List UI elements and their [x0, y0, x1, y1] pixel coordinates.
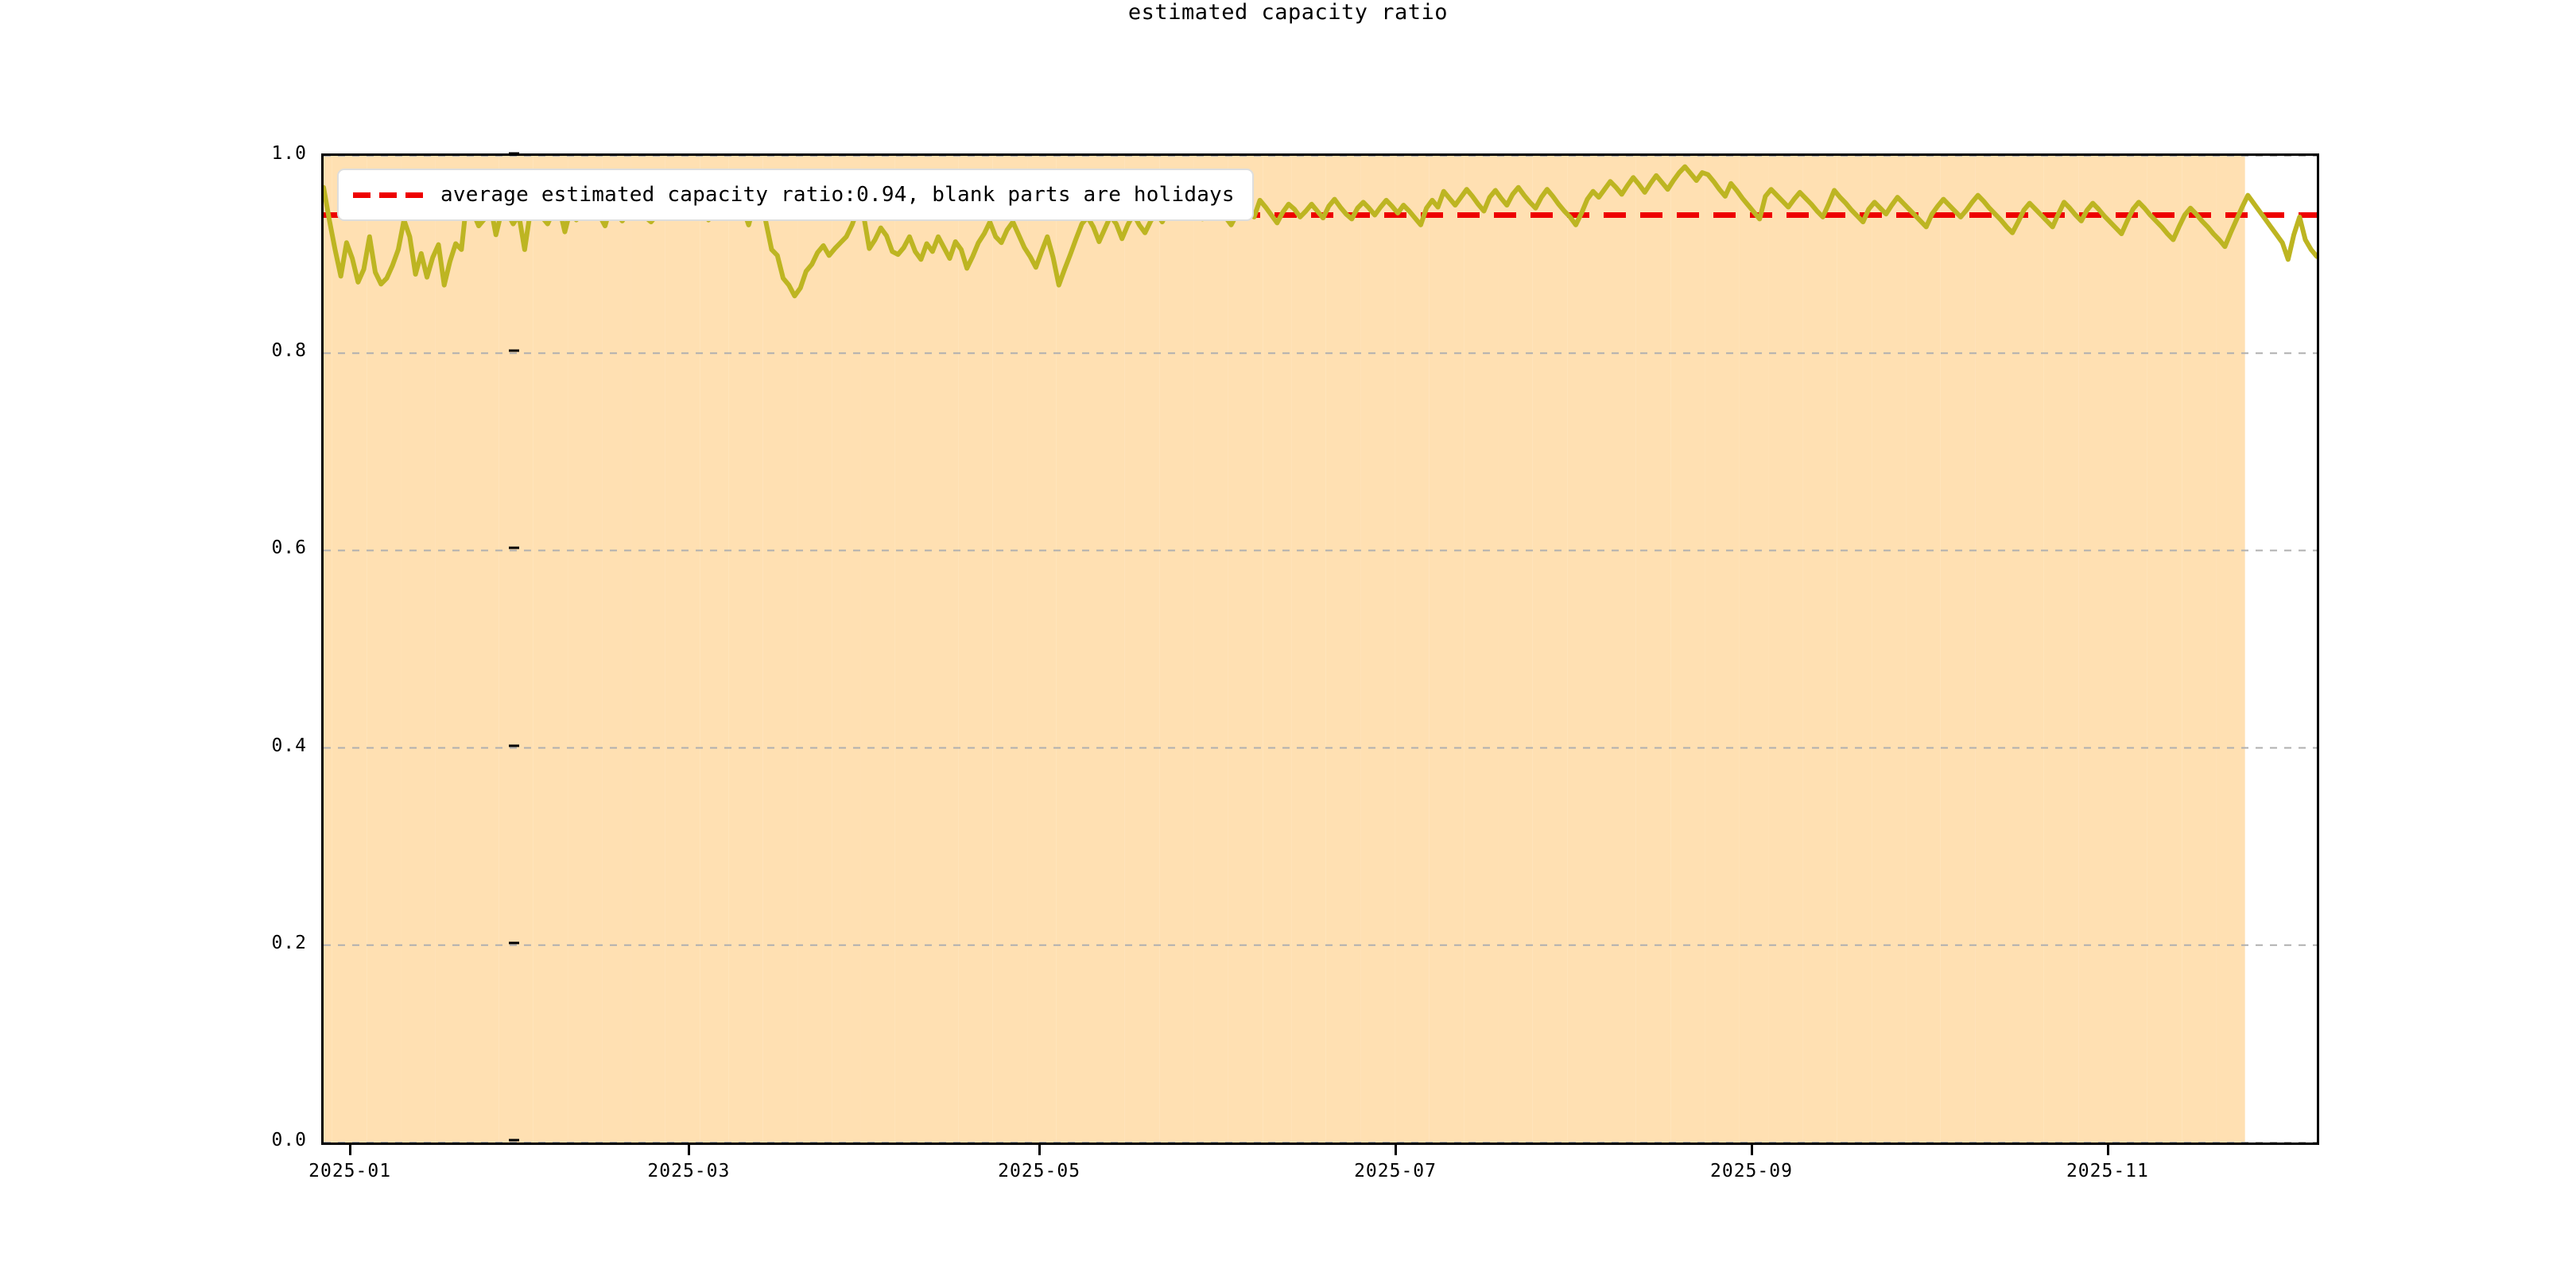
working-day-band	[1498, 156, 1533, 1143]
y-axis-tick-label: 0.8	[271, 340, 307, 362]
y-axis-tick-mark	[509, 1139, 519, 1142]
working-day-band	[1263, 156, 1292, 1143]
working-day-band	[464, 156, 499, 1143]
working-day-band	[797, 156, 832, 1143]
plot-area	[321, 153, 2319, 1145]
working-day-band	[1802, 156, 1837, 1143]
holiday-bands-group	[324, 156, 2245, 1143]
working-day-band	[860, 156, 895, 1143]
working-day-band	[324, 156, 332, 1143]
y-axis-tick-labels: 0.0 0.2 0.4 0.6 0.8 1.0	[199, 0, 519, 1288]
working-day-band	[602, 156, 631, 1143]
x-axis-tick-mark	[1750, 1145, 1753, 1155]
legend-label: average estimated capacity ratio:0.94, b…	[440, 183, 1235, 207]
y-axis-tick-label: 0.6	[271, 537, 307, 559]
working-day-band	[367, 156, 402, 1143]
working-day-band	[700, 156, 729, 1143]
working-day-band	[1837, 156, 1872, 1143]
working-day-band	[1635, 156, 1671, 1143]
working-day-band	[1360, 156, 1395, 1143]
x-axis-tick-mark	[1395, 1145, 1398, 1155]
y-axis-tick-label: 1.0	[271, 143, 307, 164]
working-day-band	[568, 156, 603, 1143]
x-axis-tick-label: 2025-03	[647, 1161, 731, 1181]
legend: average estimated capacity ratio:0.94, b…	[337, 169, 1254, 221]
y-axis-tick-mark	[509, 349, 519, 352]
working-day-band	[1159, 156, 1194, 1143]
working-day-band	[2078, 156, 2113, 1143]
x-axis-tick-mark	[1038, 1145, 1042, 1155]
working-day-band	[762, 156, 798, 1143]
working-day-band	[1768, 156, 1803, 1143]
working-day-band	[1464, 156, 1499, 1143]
legend-dashed-line-icon	[353, 192, 423, 198]
working-day-band	[2147, 156, 2182, 1143]
working-day-band	[992, 156, 1028, 1143]
plot-svg	[324, 156, 2317, 1143]
working-day-band	[1906, 156, 1941, 1143]
y-axis-tick-mark	[509, 941, 519, 945]
y-axis-tick-mark	[509, 744, 519, 747]
working-day-band	[1940, 156, 1976, 1143]
working-day-band	[499, 156, 533, 1143]
working-day-band	[1532, 156, 1568, 1143]
working-day-band	[958, 156, 993, 1143]
x-axis-tick-label: 2025-09	[1710, 1161, 1793, 1181]
working-day-band	[2182, 156, 2217, 1143]
working-day-band	[665, 156, 700, 1143]
x-axis-tick-mark	[349, 1145, 352, 1155]
working-day-band	[1567, 156, 1602, 1143]
working-day-band	[1395, 156, 1430, 1143]
working-day-band	[435, 156, 465, 1143]
working-day-band	[923, 156, 959, 1143]
y-axis-tick-mark	[509, 546, 519, 549]
working-day-band	[2112, 156, 2147, 1143]
working-day-band	[1124, 156, 1160, 1143]
working-day-band	[1872, 156, 1907, 1143]
working-day-band	[1193, 156, 1228, 1143]
working-day-band	[2043, 156, 2079, 1143]
page-title: estimated capacity ratio	[1127, 0, 1449, 25]
y-axis-tick-label: 0.4	[271, 735, 307, 756]
working-day-band	[1056, 156, 1091, 1143]
working-day-band	[1705, 156, 1740, 1143]
x-axis-tick-label: 2025-05	[998, 1161, 1081, 1181]
x-axis-tick-label: 2025-07	[1354, 1161, 1437, 1181]
working-day-band	[533, 156, 568, 1143]
working-day-band	[728, 156, 763, 1143]
working-day-band	[1325, 156, 1361, 1143]
working-day-band	[1975, 156, 2010, 1143]
working-day-band	[2009, 156, 2044, 1143]
working-day-band	[1228, 156, 1263, 1143]
working-day-band	[1670, 156, 1705, 1143]
y-axis-tick-mark	[509, 152, 519, 155]
working-day-band	[1090, 156, 1125, 1143]
y-axis-tick-label: 0.2	[271, 932, 307, 953]
working-day-band	[1429, 156, 1465, 1143]
working-day-band	[1601, 156, 1636, 1143]
x-axis-tick-mark	[2106, 1145, 2109, 1155]
y-axis-tick-label: 0.0	[271, 1130, 307, 1150]
x-axis-tick-label: 2025-01	[308, 1161, 392, 1181]
working-day-band	[894, 156, 924, 1143]
x-axis-tick-label: 2025-11	[2066, 1161, 2149, 1181]
x-axis-tick-mark	[688, 1145, 691, 1155]
working-day-band	[332, 156, 367, 1143]
working-day-band	[401, 156, 436, 1143]
working-day-band	[630, 156, 665, 1143]
gridlines-group	[324, 156, 2317, 1143]
working-day-band	[1291, 156, 1326, 1143]
working-day-band	[1739, 156, 1769, 1143]
working-day-band	[832, 156, 861, 1143]
working-day-band	[1027, 156, 1057, 1143]
working-day-band	[2216, 156, 2245, 1143]
